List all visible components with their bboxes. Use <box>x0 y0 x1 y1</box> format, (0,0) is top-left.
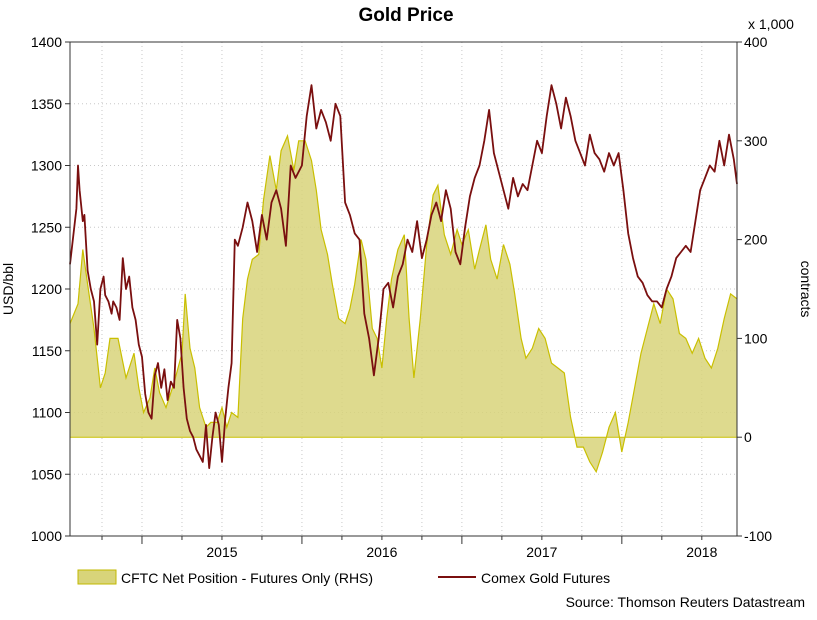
left-tick-label-4: 1200 <box>31 281 62 297</box>
chart-title: Gold Price <box>358 5 453 26</box>
source-note: Source: Thomson Reuters Datastream <box>566 594 805 610</box>
left-tick-label-3: 1150 <box>32 343 62 359</box>
left-tick-label-1: 1050 <box>31 466 62 482</box>
legend: CFTC Net Position - Futures Only (RHS) C… <box>77 569 610 586</box>
right-axis: -100 0 100 200 300 400 <box>737 34 772 544</box>
left-tick-label-5: 1250 <box>31 219 62 235</box>
right-tick-label-4: 300 <box>744 133 768 149</box>
cftc-area-outline <box>69 133 738 474</box>
right-tick-label-1: 0 <box>744 429 752 445</box>
comex-line-path <box>69 84 738 469</box>
x-year-label-0: 2015 <box>206 544 237 560</box>
right-axis-label: contracts <box>798 261 814 318</box>
comex-gold-futures-line <box>69 84 738 469</box>
right-tick-label-5: 400 <box>744 34 768 50</box>
right-tick-label-3: 200 <box>744 232 768 248</box>
x-year-label-1: 2016 <box>366 544 397 560</box>
left-tick-label-6: 1300 <box>31 158 62 174</box>
right-tick-label-2: 100 <box>744 330 768 346</box>
right-tick-label-0: -100 <box>744 528 772 544</box>
left-tick-label-7: 1350 <box>31 96 62 112</box>
left-tick-label-0: 1000 <box>31 528 62 544</box>
left-axis-label: USD/bbl <box>0 263 16 315</box>
right-axis-multiplier: x 1,000 <box>748 16 794 32</box>
legend-label-cftc: CFTC Net Position - Futures Only (RHS) <box>121 570 373 586</box>
legend-swatch-cftc <box>77 569 117 585</box>
x-axis: 2015 2016 2017 2018 <box>101 536 718 560</box>
cftc-area-fill <box>70 135 737 472</box>
left-axis: 1000 1050 1100 1150 1200 1250 1300 1350 1400 <box>31 34 70 544</box>
left-tick-label-2: 1100 <box>32 405 62 421</box>
x-year-label-2: 2017 <box>526 544 557 560</box>
left-tick-label-8: 1400 <box>31 34 62 50</box>
legend-label-comex: Comex Gold Futures <box>481 570 610 586</box>
cftc-net-position-area <box>69 133 738 474</box>
x-year-label-3: 2018 <box>686 544 717 560</box>
